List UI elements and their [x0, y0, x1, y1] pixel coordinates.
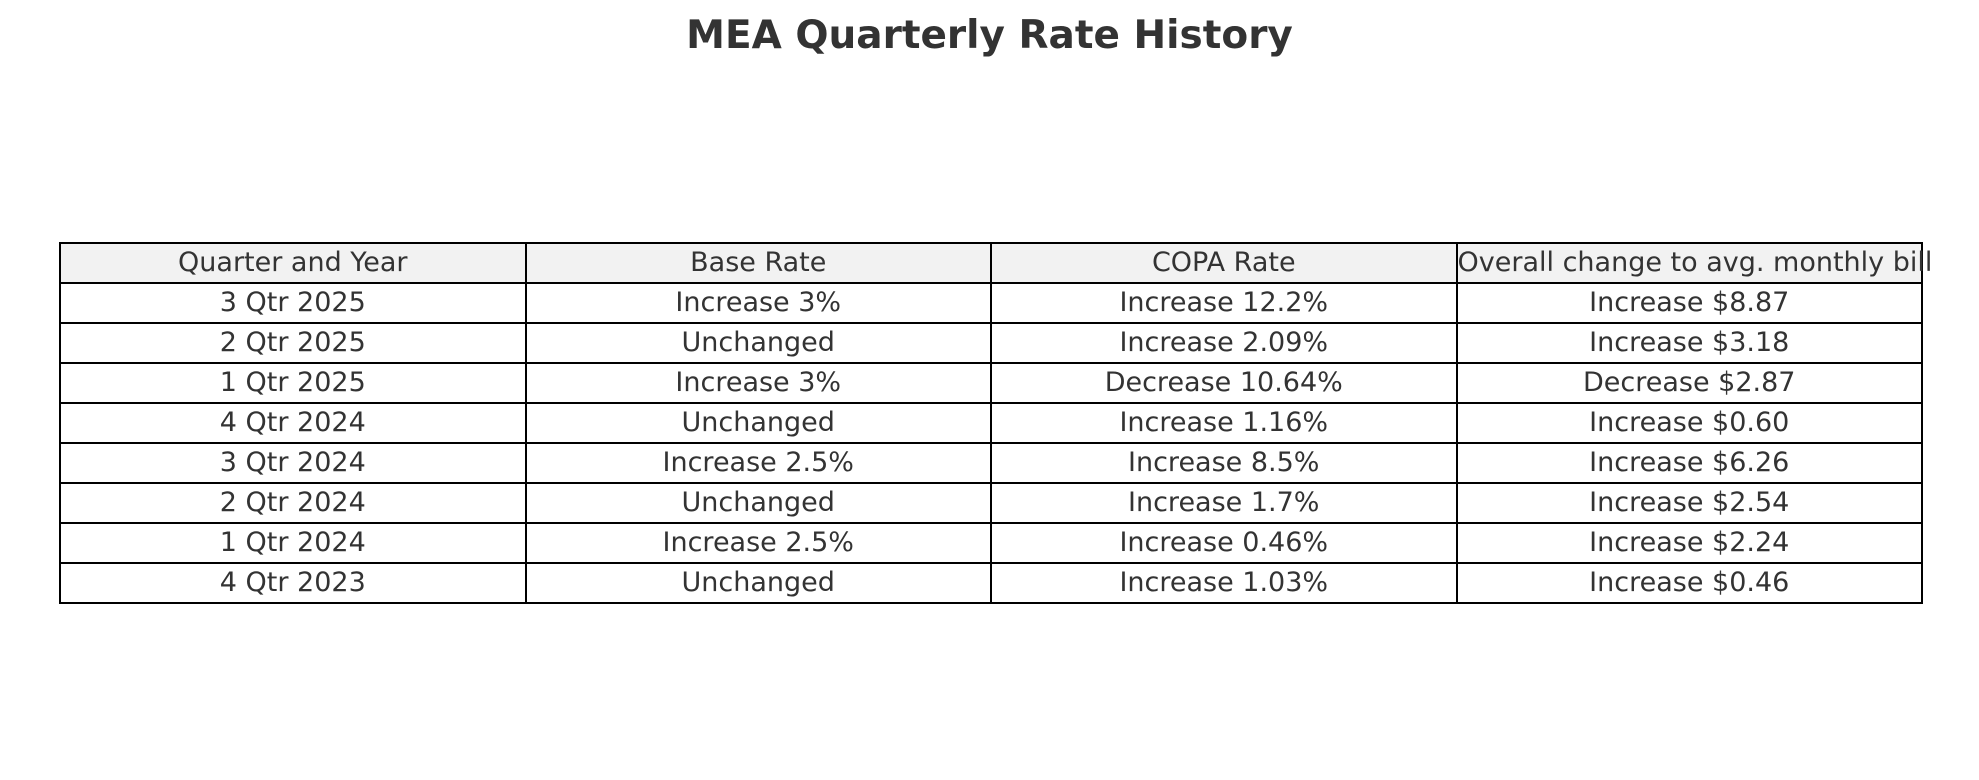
table-cell: Increase 2.09%: [990, 322, 1458, 364]
table-cell: Increase 1.16%: [990, 402, 1458, 444]
table-cell: 3 Qtr 2024: [59, 442, 527, 484]
table-cell: Increase 2.5%: [524, 442, 992, 484]
table-cell: Increase 2.5%: [524, 522, 992, 564]
column-header: Overall change to avg. monthly bill: [1455, 242, 1932, 284]
table-cell: Increase 8.5%: [990, 442, 1458, 484]
column-header: Base Rate: [524, 242, 992, 284]
table-cell: 1 Qtr 2024: [59, 522, 527, 564]
table-row: 1 Qtr 2025 Increase 3% Decrease 10.64% D…: [59, 362, 1923, 404]
table-cell: Increase $3.18: [1455, 322, 1923, 364]
table-cell: Increase 12.2%: [990, 282, 1458, 324]
table-cell: Unchanged: [524, 402, 992, 444]
table-cell: 2 Qtr 2024: [59, 482, 527, 524]
table-cell: Unchanged: [524, 562, 992, 604]
table-cell: Increase 1.7%: [990, 482, 1458, 524]
table-cell: Unchanged: [524, 482, 992, 524]
table-row: 3 Qtr 2025 Increase 3% Increase 12.2% In…: [59, 282, 1923, 324]
column-header: Quarter and Year: [59, 242, 527, 284]
table-row: 3 Qtr 2024 Increase 2.5% Increase 8.5% I…: [59, 442, 1923, 484]
table-cell: Increase 3%: [524, 362, 992, 404]
rate-history-table: Quarter and Year Base Rate COPA Rate Ove…: [59, 242, 1932, 604]
table-cell: Increase $2.54: [1455, 482, 1923, 524]
table-row: 4 Qtr 2024 Unchanged Increase 1.16% Incr…: [59, 402, 1923, 444]
table-header-row: Quarter and Year Base Rate COPA Rate Ove…: [59, 242, 1932, 284]
table-cell: 1 Qtr 2025: [59, 362, 527, 404]
chart-title: MEA Quarterly Rate History: [686, 13, 1293, 58]
table-cell: Unchanged: [524, 322, 992, 364]
table-cell: Decrease 10.64%: [990, 362, 1458, 404]
table-cell: Increase $0.60: [1455, 402, 1923, 444]
table-cell: Increase 1.03%: [990, 562, 1458, 604]
table-cell: 2 Qtr 2025: [59, 322, 527, 364]
table-cell: 4 Qtr 2023: [59, 562, 527, 604]
table-cell: 3 Qtr 2025: [59, 282, 527, 324]
table-cell: Increase $0.46: [1455, 562, 1923, 604]
column-header: COPA Rate: [990, 242, 1458, 284]
table-cell: Increase 0.46%: [990, 522, 1458, 564]
table-cell: 4 Qtr 2024: [59, 402, 527, 444]
table-row: 2 Qtr 2025 Unchanged Increase 2.09% Incr…: [59, 322, 1923, 364]
table-cell: Increase $6.26: [1455, 442, 1923, 484]
table-row: 2 Qtr 2024 Unchanged Increase 1.7% Incre…: [59, 482, 1923, 524]
table-cell: Decrease $2.87: [1455, 362, 1923, 404]
table-row: 4 Qtr 2023 Unchanged Increase 1.03% Incr…: [59, 562, 1923, 604]
table-cell: Increase $8.87: [1455, 282, 1923, 324]
table-row: 1 Qtr 2024 Increase 2.5% Increase 0.46% …: [59, 522, 1923, 564]
table-cell: Increase $2.24: [1455, 522, 1923, 564]
table-cell: Increase 3%: [524, 282, 992, 324]
